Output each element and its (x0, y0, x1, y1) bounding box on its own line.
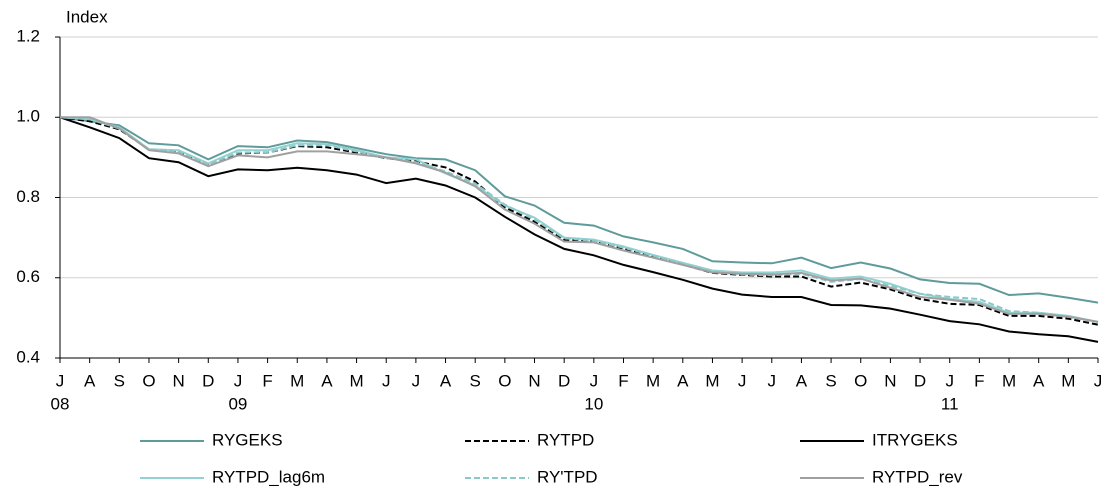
x-tick-label: O (142, 371, 155, 390)
x-tick-label: F (974, 371, 984, 390)
y-tick-label: 1.2 (16, 26, 40, 45)
y-axis-label: Index (66, 7, 108, 26)
x-tick-label: J (945, 371, 954, 390)
x-tick-label: J (56, 371, 65, 390)
x-tick-label: N (528, 371, 540, 390)
y-tick-label: 0.6 (16, 267, 40, 286)
x-tick-label: J (1094, 371, 1103, 390)
x-tick-label: A (440, 371, 452, 390)
y-tick-label: 0.8 (16, 187, 40, 206)
x-group-label: 10 (584, 394, 603, 413)
x-tick-label: D (558, 371, 570, 390)
legend-label: RYGEKS (212, 430, 283, 449)
x-group-label: 08 (51, 394, 70, 413)
x-tick-label: J (234, 371, 243, 390)
y-tick-label: 0.4 (16, 347, 40, 366)
legend-label: RY'TPD (537, 467, 598, 486)
legend-label: RYTPD (537, 430, 594, 449)
x-group-label: 09 (228, 394, 247, 413)
x-tick-label: N (884, 371, 896, 390)
x-tick-label: N (172, 371, 184, 390)
x-tick-label: J (768, 371, 777, 390)
x-tick-label: O (854, 371, 867, 390)
y-tick-label: 1.0 (16, 107, 40, 126)
legend-label: RYTPD_lag6m (212, 467, 325, 486)
x-tick-label: M (646, 371, 660, 390)
x-tick-label: A (321, 371, 333, 390)
x-tick-label: M (1061, 371, 1075, 390)
x-tick-label: M (1002, 371, 1016, 390)
series-line (59, 116, 1099, 343)
series-line (59, 116, 1099, 326)
x-tick-label: A (84, 371, 96, 390)
x-tick-label: M (349, 371, 363, 390)
x-tick-label: A (677, 371, 689, 390)
x-tick-label: D (202, 371, 214, 390)
x-tick-label: M (290, 371, 304, 390)
x-tick-label: S (470, 371, 481, 390)
x-tick-label: J (738, 371, 747, 390)
x-tick-label: O (498, 371, 511, 390)
x-tick-label: S (825, 371, 836, 390)
x-tick-label: D (914, 371, 926, 390)
x-tick-label: F (618, 371, 628, 390)
x-tick-label: J (412, 371, 421, 390)
series-line (59, 116, 1099, 304)
legend-label: RYTPD_rev (872, 467, 963, 486)
x-tick-label: A (1033, 371, 1045, 390)
legend-label: ITRYGEKS (872, 430, 958, 449)
x-group-label: 11 (941, 394, 959, 413)
x-tick-label: A (796, 371, 808, 390)
series-line (59, 116, 1099, 323)
series-line (60, 116, 1099, 323)
x-tick-label: S (114, 371, 125, 390)
x-tick-label: M (705, 371, 719, 390)
x-tick-label: F (262, 371, 272, 390)
x-tick-label: J (590, 371, 599, 390)
series-line (59, 116, 1099, 323)
x-tick-label: J (382, 371, 391, 390)
